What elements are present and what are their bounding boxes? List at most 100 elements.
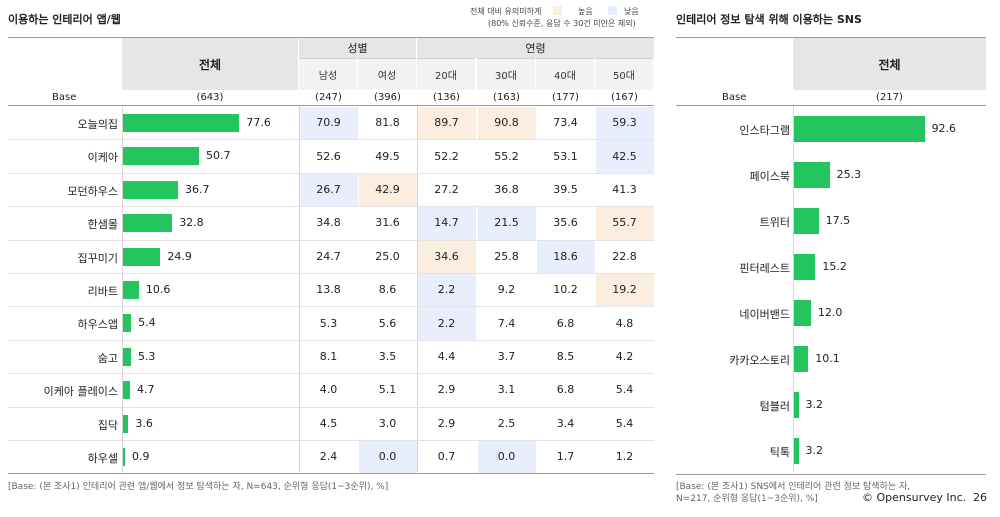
bar-value-3: 32.8 [179, 216, 204, 230]
table-cell-8-1: 5.1 [378, 383, 397, 397]
sns-bar-value-4: 12.0 [817, 306, 843, 319]
base-value-2: (136) [433, 92, 460, 103]
sns-bar-1 [794, 162, 830, 188]
column-header-5: 50대 [595, 58, 653, 90]
bar-1 [123, 147, 200, 166]
sns-bar-value-1: 25.3 [836, 168, 862, 181]
table-cell-3-2: 14.7 [434, 216, 459, 230]
significance-shade-1-5 [596, 140, 654, 173]
table-cell-4-1: 25.0 [375, 249, 400, 263]
table-cell-1-4: 53.1 [553, 149, 578, 163]
significance-shade-5-2 [418, 274, 476, 307]
table-cell-5-4: 10.2 [553, 283, 578, 297]
bar-value-6: 5.4 [138, 316, 156, 330]
bar-5 [123, 281, 139, 299]
significance-shade-2-0 [300, 173, 358, 207]
right-total-header: 전체 [793, 38, 986, 90]
bar-value-4: 24.9 [167, 249, 192, 263]
left-column-divider-0 [122, 106, 123, 472]
table-cell-6-5: 4.8 [615, 316, 634, 330]
table-cell-7-1: 3.5 [378, 349, 397, 363]
row-divider-1 [8, 172, 654, 174]
row-divider-2 [8, 206, 654, 208]
category-label-2: 모던하우스 [67, 184, 118, 198]
significance-shade-0-5 [596, 107, 654, 140]
legend-high-label: 높음 [578, 7, 593, 16]
category-label-8: 이케아 플레이스 [43, 385, 118, 399]
table-cell-5-1: 8.6 [378, 283, 397, 297]
table-cell-10-0: 2.4 [319, 450, 338, 464]
base-value-1: (396) [374, 92, 401, 103]
table-cell-7-5: 4.2 [615, 349, 634, 363]
table-cell-8-2: 2.9 [437, 383, 456, 397]
left-base-label: Base [52, 92, 77, 103]
table-cell-4-2: 34.6 [434, 249, 459, 263]
row-divider-8 [8, 406, 654, 408]
sns-label-2: 트위터 [759, 216, 790, 229]
category-label-3: 한샘몰 [87, 218, 118, 232]
table-cell-6-0: 5.3 [319, 316, 338, 330]
copyright: © Opensurvey Inc. [862, 491, 967, 504]
table-cell-9-0: 4.5 [319, 416, 338, 430]
table-cell-7-4: 8.5 [556, 349, 575, 363]
sns-bar-value-0: 92.6 [931, 122, 957, 135]
sns-bar-3 [794, 254, 816, 280]
table-cell-9-1: 3.0 [378, 416, 397, 430]
table-cell-10-5: 1.2 [615, 450, 634, 464]
legend-note: (80% 신뢰수준, 응답 수 30건 미만은 제외) [488, 19, 636, 28]
row-divider-6 [8, 339, 654, 341]
table-cell-3-5: 55.7 [612, 216, 637, 230]
category-label-5: 리바트 [87, 285, 118, 298]
table-cell-0-0: 70.9 [316, 116, 341, 130]
right-footnote-line2: N=217, 순위형 응답(1~3순위), %] [676, 494, 818, 504]
significance-shade-4-4 [537, 240, 595, 273]
bar-value-8: 4.7 [137, 383, 155, 397]
row-divider-7 [8, 373, 654, 375]
table-cell-5-5: 19.2 [612, 283, 637, 297]
right-base-label: Base [722, 92, 747, 103]
column-header-1: 여성 [358, 58, 416, 90]
right-axis-line [793, 106, 794, 472]
bar-value-9: 3.6 [135, 416, 153, 430]
category-label-1: 이케아 [87, 151, 118, 165]
sns-bar-5 [794, 346, 809, 372]
sns-label-3: 핀터레스트 [739, 262, 790, 275]
table-cell-5-3: 9.2 [497, 283, 516, 297]
table-cell-2-0: 26.7 [316, 182, 341, 196]
table-cell-10-1: 0.0 [378, 450, 397, 464]
bar-value-0: 77.6 [246, 116, 271, 129]
sns-bar-value-7: 3.2 [805, 444, 824, 457]
sns-label-7: 틱톡 [769, 446, 790, 459]
row-divider-5 [8, 306, 654, 308]
category-label-7: 숨고 [97, 351, 118, 365]
significance-shade-0-3 [478, 107, 536, 140]
column-header-0: 남성 [299, 58, 357, 90]
bar-0 [123, 114, 240, 132]
left-table-bottom-border [8, 473, 654, 475]
right-title: 인테리어 정보 탐색 위해 이용하는 SNS [676, 13, 862, 26]
table-cell-8-5: 5.4 [615, 383, 634, 397]
significance-shade-10-1 [359, 441, 417, 474]
table-cell-3-4: 35.6 [553, 216, 578, 230]
sns-label-5: 카카오스토리 [729, 354, 790, 367]
left-column-divider-1 [299, 106, 300, 472]
table-cell-6-4: 6.8 [556, 316, 575, 330]
category-label-9: 집닥 [97, 418, 118, 432]
table-cell-1-1: 49.5 [375, 149, 400, 163]
table-cell-3-3: 21.5 [494, 216, 519, 230]
table-cell-7-0: 8.1 [319, 349, 338, 363]
significance-shade-4-2 [418, 240, 476, 273]
category-label-0: 오늘의집 [77, 118, 118, 131]
table-cell-4-4: 18.6 [553, 249, 578, 263]
sns-bar-value-5: 10.1 [815, 352, 840, 365]
significance-shade-2-1 [359, 173, 417, 207]
bar-value-2: 36.7 [185, 182, 210, 196]
base-value-3: (163) [493, 92, 520, 103]
page-number: 26 [973, 491, 987, 504]
sns-bar-4 [794, 300, 811, 326]
table-cell-3-1: 31.6 [375, 216, 400, 230]
table-cell-6-3: 7.4 [497, 316, 516, 330]
significance-shade-3-3 [478, 207, 536, 240]
right-header-top-border [676, 37, 986, 38]
bar-value-10: 0.9 [132, 450, 150, 463]
